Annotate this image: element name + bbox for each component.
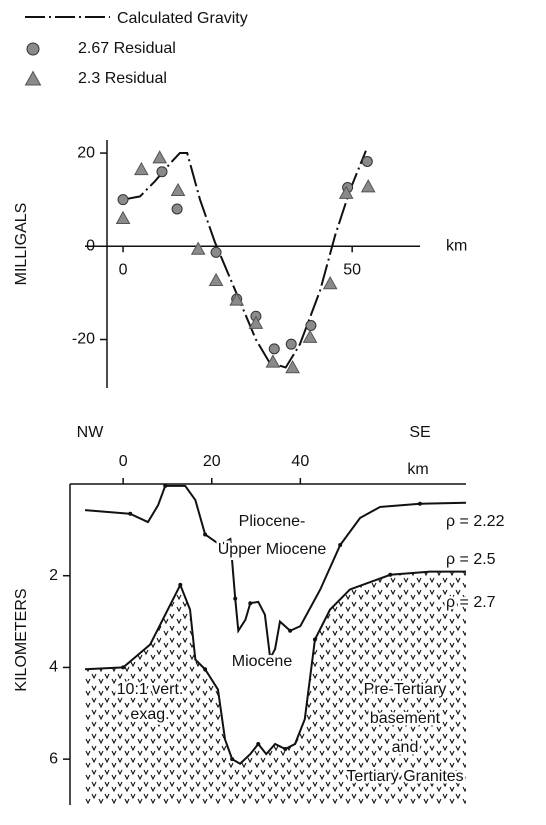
residual-point bbox=[156, 166, 168, 178]
x-tick-label: 40 bbox=[291, 453, 309, 470]
residual-point bbox=[360, 179, 376, 193]
legend-label: 2.3 Residual bbox=[78, 70, 167, 87]
horizon-dot bbox=[388, 572, 393, 577]
residual-point bbox=[338, 185, 354, 199]
horizon-dot bbox=[288, 628, 293, 633]
y-tick-label: 20 bbox=[77, 144, 95, 161]
residual-point bbox=[208, 272, 224, 287]
nw-label: NW bbox=[77, 424, 105, 441]
residual-point bbox=[248, 315, 264, 329]
gravity-curve bbox=[122, 150, 367, 369]
residual-point bbox=[285, 338, 297, 350]
density-label: ρ = 2.22 bbox=[446, 513, 505, 530]
horizon-dot bbox=[128, 511, 133, 516]
annotation: Tertiary Granites bbox=[346, 768, 463, 785]
legend-label: Calculated Gravity bbox=[117, 10, 248, 27]
horizon-dot bbox=[283, 747, 288, 752]
residual-point bbox=[229, 292, 245, 306]
horizon-dot bbox=[163, 483, 168, 488]
residual-point bbox=[322, 276, 338, 290]
y-tick-label: -20 bbox=[72, 331, 95, 348]
residual-point bbox=[268, 343, 280, 355]
residual-point bbox=[117, 194, 129, 206]
horizon-dot bbox=[230, 757, 235, 762]
residual-point bbox=[171, 203, 183, 215]
y-axis-label: KILOMETERS bbox=[13, 588, 30, 691]
annotation: and bbox=[392, 739, 419, 756]
residual-point bbox=[305, 320, 317, 332]
x-tick-label: 0 bbox=[119, 453, 128, 470]
basement-fill bbox=[85, 571, 467, 805]
legend-marker bbox=[24, 70, 42, 86]
se-label: SE bbox=[409, 424, 430, 441]
residual-point bbox=[134, 161, 149, 176]
legend-label: 2.67 Residual bbox=[78, 40, 176, 57]
residual-point bbox=[302, 329, 318, 343]
residual-point bbox=[210, 246, 222, 258]
y-axis-label: MILLIGALS bbox=[13, 203, 30, 286]
horizon-dot bbox=[233, 596, 238, 601]
x-axis-label: km bbox=[407, 461, 428, 478]
residual-point bbox=[285, 359, 300, 374]
annotation: Pre-Tertiary bbox=[364, 681, 447, 698]
x-tick-label: 20 bbox=[203, 453, 221, 470]
annotation: Miocene bbox=[232, 653, 293, 670]
density-label: ρ = 2.5 bbox=[446, 551, 496, 568]
density-label: ρ = 2.7 bbox=[446, 594, 496, 611]
annotation: Upper Miocene bbox=[218, 541, 327, 558]
residual-point bbox=[190, 241, 206, 255]
y-tick-label: 2 bbox=[49, 567, 58, 584]
y-tick-label: 6 bbox=[49, 750, 58, 767]
residual-point bbox=[170, 182, 186, 197]
residual-point bbox=[265, 354, 281, 368]
annotation: Pliocene- bbox=[239, 513, 306, 530]
horizon-dot bbox=[203, 667, 208, 672]
annotation: 10:1 vert. bbox=[117, 681, 184, 698]
horizon-dot bbox=[338, 542, 343, 547]
horizon-dot bbox=[256, 742, 261, 747]
horizon-dot bbox=[248, 601, 253, 606]
horizon-dot bbox=[268, 656, 273, 661]
residual-point bbox=[115, 210, 131, 225]
horizon-dot bbox=[417, 501, 422, 506]
annotation: exag. bbox=[130, 706, 169, 723]
annotation: basement bbox=[370, 710, 441, 727]
legend-marker bbox=[26, 42, 40, 56]
horizon-dot bbox=[203, 532, 208, 537]
x-axis-label: km bbox=[446, 238, 467, 255]
x-tick-label: 0 bbox=[119, 262, 128, 279]
residual-point bbox=[361, 155, 373, 167]
horizon-dot bbox=[312, 637, 317, 642]
horizon-dot bbox=[178, 582, 183, 587]
y-tick-label: 4 bbox=[49, 659, 58, 676]
y-tick-label: 0 bbox=[86, 238, 95, 255]
horizon-dot bbox=[121, 665, 126, 670]
residual-point bbox=[152, 150, 168, 164]
x-tick-label: 50 bbox=[343, 262, 361, 279]
